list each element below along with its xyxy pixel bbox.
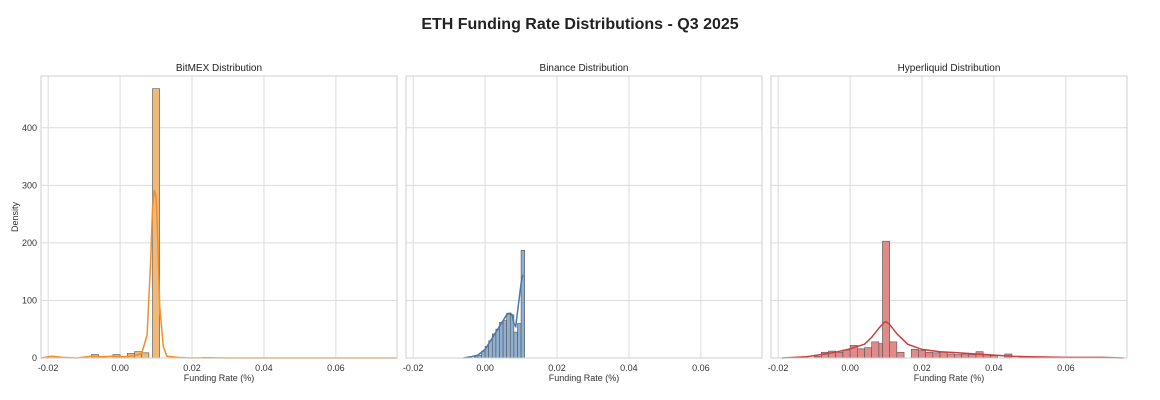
histogram-bar <box>499 322 504 359</box>
histogram-bar <box>502 320 507 359</box>
y-tick-label: 400 <box>22 123 37 133</box>
histogram-bar <box>910 349 919 359</box>
panel-border <box>40 75 398 359</box>
y-tick-label: 200 <box>22 238 37 248</box>
histogram-bar <box>918 350 926 359</box>
panel-border <box>770 75 1128 359</box>
panel-title: Hyperliquid Distribution <box>898 63 1001 74</box>
histogram-bar <box>954 354 962 359</box>
y-tick-label: 300 <box>22 180 37 190</box>
histogram-bar <box>882 240 890 359</box>
y-axis-label: Density <box>10 201 20 232</box>
histogram-bar <box>946 353 955 359</box>
histogram-bar <box>495 328 500 359</box>
histogram-bar <box>968 354 977 359</box>
histogram-bar <box>896 351 905 359</box>
histogram-bar <box>835 351 844 359</box>
chart-main-title: ETH Funding Rate Distributions - Q3 2025 <box>421 16 739 33</box>
x-tick-label: 0.06 <box>327 363 345 373</box>
y-tick-label: 0 <box>32 353 37 363</box>
histogram-bar <box>857 348 865 359</box>
y-tick-label: 100 <box>22 295 37 305</box>
histogram-bar <box>939 351 948 359</box>
x-tick-label: 0.00 <box>841 363 859 373</box>
x-axis-label: Funding Rate (%) <box>184 373 255 383</box>
x-tick-label: -0.02 <box>38 363 59 373</box>
histogram-bar <box>878 343 883 359</box>
histogram-bar <box>925 351 934 359</box>
panel-background <box>41 76 397 358</box>
histogram-bar <box>152 88 160 359</box>
x-tick-label: -0.02 <box>768 363 789 373</box>
histogram-bar <box>506 312 511 359</box>
x-tick-label: 0.04 <box>255 363 273 373</box>
histogram-bar <box>520 250 525 359</box>
x-tick-label: 0.02 <box>183 363 201 373</box>
x-axis-label: Funding Rate (%) <box>914 373 985 383</box>
panel-title: Binance Distribution <box>540 63 629 74</box>
x-axis-label: Funding Rate (%) <box>549 373 620 383</box>
histogram-bar <box>842 349 851 359</box>
x-tick-label: 0.02 <box>913 363 931 373</box>
kde-line <box>463 274 524 359</box>
histogram-bar <box>932 352 941 359</box>
histogram-bar <box>889 341 898 359</box>
x-tick-label: 0.00 <box>476 363 494 373</box>
x-tick-label: 0.00 <box>111 363 129 373</box>
histogram-bar <box>513 331 518 359</box>
histogram-bar <box>864 347 872 359</box>
x-tick-label: 0.04 <box>985 363 1003 373</box>
histogram-bar <box>141 352 150 359</box>
histogram-bar <box>517 323 522 359</box>
histogram-bar <box>871 341 880 359</box>
x-tick-label: 0.04 <box>620 363 638 373</box>
x-tick-label: -0.02 <box>403 363 424 373</box>
panel-background <box>771 76 1127 358</box>
x-tick-label: 0.06 <box>692 363 710 373</box>
x-tick-label: 0.02 <box>548 363 566 373</box>
panel-title: BitMEX Distribution <box>176 63 262 74</box>
kde-line <box>781 320 1124 359</box>
x-tick-label: 0.06 <box>1057 363 1075 373</box>
histogram-bar <box>961 353 970 359</box>
panel-border <box>405 75 763 359</box>
panel-background <box>406 76 762 358</box>
